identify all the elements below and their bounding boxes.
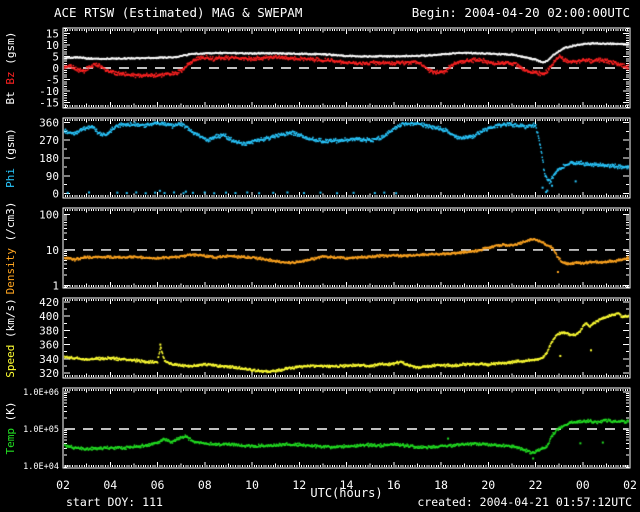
start-doy-label: start DOY: 111	[66, 495, 163, 509]
x-axis-title: UTC(hours)	[310, 486, 383, 500]
created-timestamp: created: 2004-04-21 01:57:12UTC	[417, 495, 632, 509]
